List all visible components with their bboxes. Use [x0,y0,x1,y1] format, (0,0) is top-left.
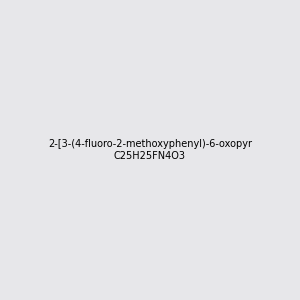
Text: 2-[3-(4-fluoro-2-methoxyphenyl)-6-oxopyr
C25H25FN4O3: 2-[3-(4-fluoro-2-methoxyphenyl)-6-oxopyr… [48,139,252,161]
